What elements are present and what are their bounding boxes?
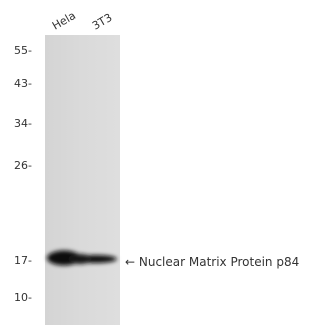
marker-label: 17- bbox=[14, 254, 32, 267]
lane-label: 3T3 bbox=[90, 11, 114, 33]
marker-label: 34- bbox=[14, 117, 32, 130]
marker-label: 55- bbox=[14, 44, 32, 57]
marker-label: 10- bbox=[14, 291, 32, 304]
lane-label: Hela bbox=[50, 9, 78, 33]
western-blot: Hela 3T3 55- 43- 34- 26- 17- 10- ← Nuclear Mat… bbox=[0, 0, 311, 325]
marker-label: 26- bbox=[14, 159, 32, 172]
marker-label: 43- bbox=[14, 77, 32, 90]
protein-annotation: ← Nuclear Matrix Protein p84 bbox=[125, 255, 299, 269]
membrane bbox=[45, 35, 120, 325]
